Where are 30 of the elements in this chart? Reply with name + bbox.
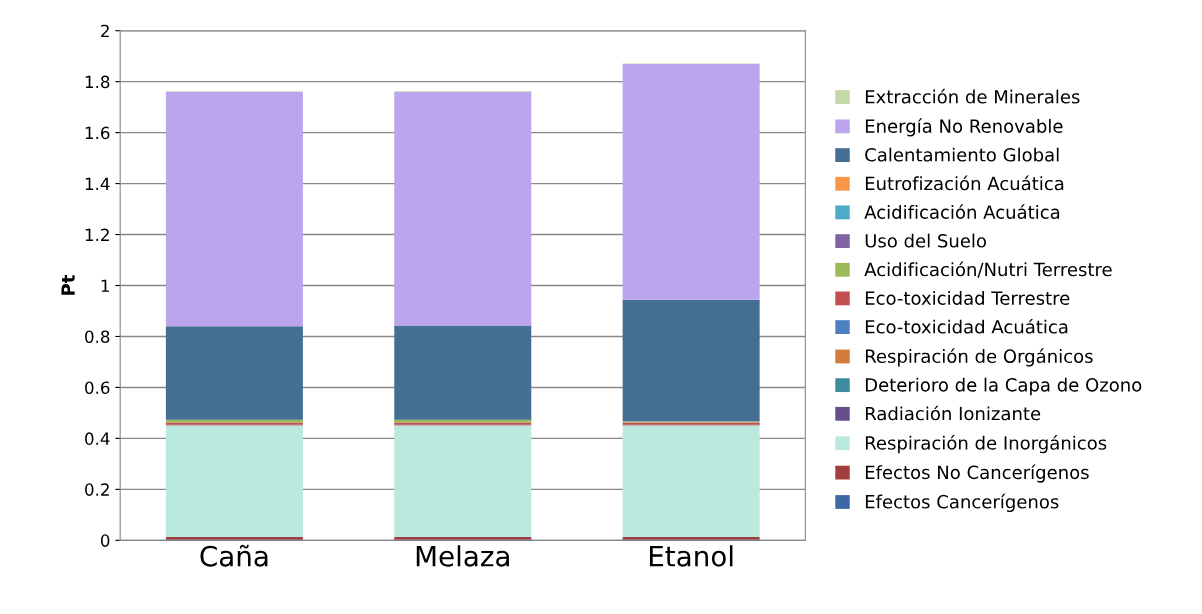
legend-label: Uso del Suelo (865, 233, 986, 248)
legend-label: Efectos Cancerígenos (865, 493, 1059, 513)
y-tick-label: 0.6 (85, 381, 110, 394)
legend-label: Efectos No Cancerígenos (865, 464, 1089, 483)
legend-label: Eco-toxicidad Acuática (865, 318, 1068, 334)
x-tick-label: Caña (200, 544, 268, 567)
legend-label: Extracción de Minerales (865, 88, 1080, 104)
y-axis-title: Pt (61, 274, 75, 295)
y-tick-label: 0.4 (85, 432, 110, 445)
x-tick-label: Melaza (416, 545, 509, 567)
y-tick-label: 1 (101, 279, 109, 292)
y-tick-label: 0 (100, 534, 110, 547)
legend-label: Energía No Renovable (865, 118, 1063, 137)
y-tick-label: 0.2 (85, 483, 109, 496)
y-tick-label: 1.4 (85, 177, 110, 190)
legend-label: Respiración de Orgánicos (865, 348, 1093, 367)
x-tick-label: Etanol (649, 545, 733, 567)
legend-label: Acidificación Acuática (864, 204, 1060, 219)
legend-label: Eutrofización Acuática (865, 175, 1064, 191)
legend-label: Respiración de Inorgánicos (865, 435, 1107, 454)
y-tick-label: 1.8 (85, 75, 110, 89)
legend-label: Calentamiento Global (865, 147, 1059, 162)
y-tick-label: 2 (101, 24, 109, 38)
y-tick-label: 1.6 (85, 126, 110, 140)
y-tick-label: 0.8 (85, 330, 110, 344)
legend-label: Eco-toxicidad Terrestre (865, 290, 1070, 305)
legend-label: Acidificación/Nutri Terrestre (864, 261, 1112, 278)
legend-label: Deterioro de la Capa de Ozono (865, 377, 1142, 396)
y-tick-label: 1.2 (85, 228, 109, 241)
legend-label: Radiación Ionizante (865, 405, 1041, 421)
